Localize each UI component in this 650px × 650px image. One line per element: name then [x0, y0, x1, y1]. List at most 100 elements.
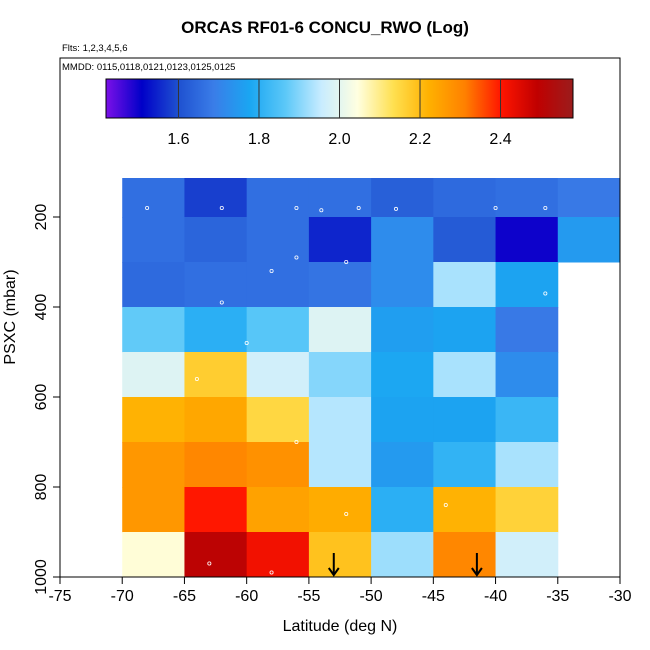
heatmap-cell	[246, 262, 310, 308]
heatmap-cell	[122, 442, 185, 488]
heatmap-cell	[246, 532, 310, 578]
x-tick-label: -45	[422, 588, 445, 605]
heatmap-cell	[246, 178, 310, 218]
y-tick-label: 400	[33, 294, 50, 321]
heatmap-cell	[184, 178, 248, 218]
heatmap-cell	[495, 442, 559, 488]
heatmap-cell	[122, 178, 185, 218]
y-tick-label: 800	[33, 474, 50, 501]
track-point	[207, 561, 212, 566]
heatmap-cell	[308, 217, 372, 263]
y-tick-label: 1000	[33, 559, 50, 595]
heatmap-cell	[495, 307, 559, 353]
x-tick-label: -55	[297, 588, 320, 605]
heatmap-cell	[246, 442, 310, 488]
heatmap-cell	[122, 487, 185, 533]
heatmap-cell	[122, 532, 185, 578]
heatmap-cell	[308, 442, 372, 488]
heatmap-cell	[495, 352, 559, 398]
x-tick-label: -40	[484, 588, 507, 605]
heatmap-cell	[433, 397, 497, 443]
heatmap-cell	[122, 352, 185, 398]
heatmap-cell	[308, 178, 372, 218]
chart-title: ORCAS RF01-6 CONCU_RWO (Log)	[181, 18, 469, 37]
heatmap-cell	[371, 532, 434, 578]
heatmap-cell	[371, 307, 434, 353]
heatmap-cell	[495, 178, 559, 218]
track-point	[145, 205, 150, 210]
heatmap-cell	[122, 307, 185, 353]
heatmap-cell	[246, 487, 310, 533]
heatmap-cell	[495, 487, 559, 533]
track-point	[344, 512, 349, 517]
track-point	[356, 205, 361, 210]
heatmap-cell	[433, 262, 497, 308]
heatmap-cell	[308, 532, 372, 578]
heatmap-cell	[495, 262, 559, 308]
heatmap-cell	[433, 307, 497, 353]
heatmap-cell	[433, 178, 497, 218]
heatmap-cell	[308, 262, 372, 308]
track-point	[294, 439, 299, 444]
colorbar: 1.6 1.8 2.0 2.2 2.4	[105, 78, 574, 148]
heatmap-cell	[122, 397, 185, 443]
heatmap-cell	[246, 217, 310, 263]
heatmap-cell	[557, 217, 621, 263]
heatmap-cell	[308, 397, 372, 443]
heatmap-cell	[371, 262, 434, 308]
track-point	[269, 570, 274, 575]
heatmap-cell	[371, 487, 434, 533]
track-point	[294, 255, 299, 260]
heatmap-cell	[184, 217, 248, 263]
heatmap-cell	[184, 397, 248, 443]
heatmap-cell	[184, 307, 248, 353]
x-tick-label: -35	[546, 588, 569, 605]
heatmap-cell	[371, 217, 434, 263]
heatmap-cell	[308, 352, 372, 398]
track-point	[194, 376, 199, 381]
heatmap-cell	[184, 442, 248, 488]
flights-label: Flts: 1,2,3,4,5,6	[62, 43, 128, 54]
flight-track	[145, 205, 548, 575]
y-tick-label: 600	[33, 384, 50, 411]
colorbar-tick-label: 1.6	[167, 131, 189, 148]
track-point	[319, 208, 324, 213]
x-tick-label: -60	[235, 588, 258, 605]
heatmap-cell	[433, 442, 497, 488]
heatmap-cell	[433, 352, 497, 398]
x-tick-label: -50	[360, 588, 383, 605]
track-point	[443, 502, 448, 507]
y-tick-label: 200	[33, 204, 50, 231]
track-point	[244, 340, 249, 345]
surface-arrow	[327, 553, 340, 577]
surface-arrow	[471, 553, 483, 577]
heatmap-cells	[122, 178, 621, 578]
heatmap-cell	[371, 352, 434, 398]
heatmap-cell	[371, 178, 434, 218]
heatmap-cell	[246, 352, 310, 398]
x-axis-label: Latitude (deg N)	[283, 618, 398, 635]
x-tick-label: -65	[173, 588, 196, 605]
heatmap-cell	[184, 487, 248, 533]
heatmap-cell	[371, 397, 434, 443]
track-point	[219, 205, 224, 210]
heatmap-cell	[184, 352, 248, 398]
axes: -75 -70 -65 -60 -55 -50 -45 -40 -35 -30 200 400 600 8…	[33, 204, 632, 605]
heatmap-cell	[495, 217, 559, 263]
track-point	[393, 206, 398, 211]
heatmap-cell	[495, 397, 559, 443]
colorbar-tick-label: 2.4	[489, 131, 511, 148]
track-point	[543, 205, 548, 210]
heatmap-cell	[308, 307, 372, 353]
heatmap-cell	[308, 487, 372, 533]
heatmap-cell	[433, 487, 497, 533]
heatmap-cell	[184, 532, 248, 578]
heatmap-cell	[433, 217, 497, 263]
colorbar-tick-label: 1.8	[248, 131, 270, 148]
colorbar-tick-label: 2.2	[409, 131, 431, 148]
heatmap-cell	[433, 532, 497, 578]
x-tick-label: -30	[608, 588, 631, 605]
heatmap-cell	[122, 217, 185, 263]
heatmap-cell	[122, 262, 185, 308]
